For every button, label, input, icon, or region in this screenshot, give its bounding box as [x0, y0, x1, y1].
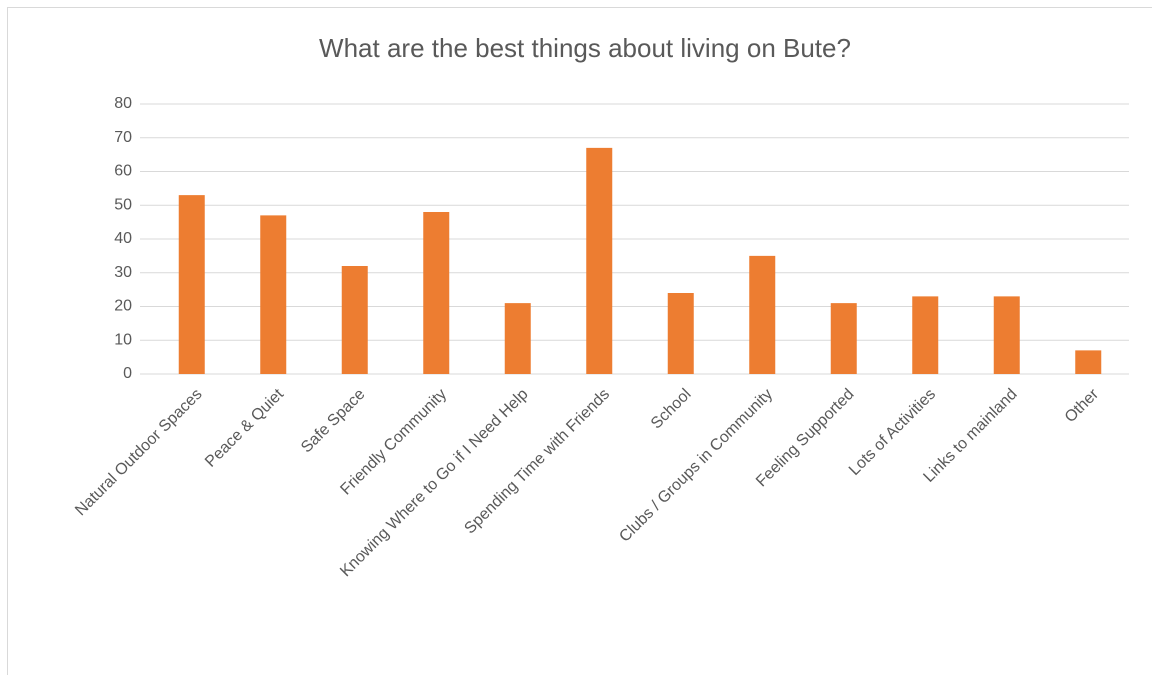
bar [178, 195, 205, 374]
chart-title: What are the best things about living on… [319, 33, 851, 63]
y-tick-label: 70 [114, 129, 132, 146]
y-tick-label: 50 [114, 196, 132, 213]
bar [586, 147, 613, 374]
y-tick-label: 80 [114, 95, 132, 112]
bar [993, 296, 1020, 374]
bar [830, 303, 857, 374]
y-tick-label: 20 [114, 298, 132, 315]
y-tick-label: 0 [123, 365, 132, 382]
y-tick-label: 30 [114, 264, 132, 281]
bar [912, 296, 939, 374]
bar [667, 293, 694, 374]
y-tick-label: 10 [114, 331, 132, 348]
bar [749, 255, 776, 374]
bar [1075, 350, 1102, 374]
bar [423, 212, 450, 374]
bar [504, 303, 531, 374]
bar [341, 266, 368, 374]
y-tick-label: 60 [114, 163, 132, 180]
bar [260, 215, 287, 374]
y-tick-label: 40 [114, 230, 132, 247]
